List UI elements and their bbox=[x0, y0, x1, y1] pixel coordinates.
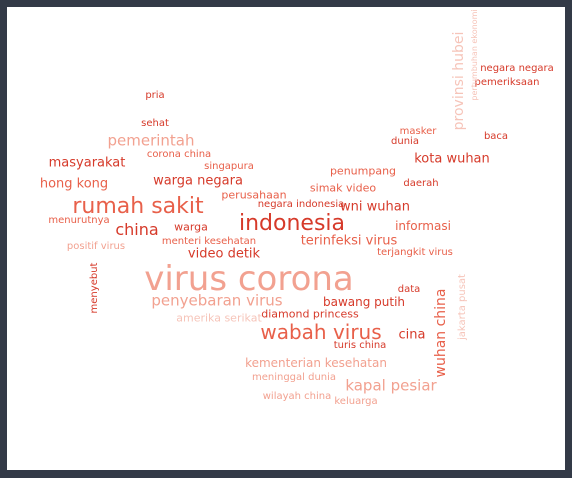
word-terinfeksi-virus: terinfeksi virus bbox=[300, 233, 398, 249]
word-negara-indonesia: negara indonesia bbox=[257, 199, 345, 210]
word-pertumbuhan-ekonomi: pertumbuhan ekonomi bbox=[470, 9, 479, 101]
word-virus-corona: virus corona bbox=[144, 259, 354, 299]
word-daerah: daerah bbox=[403, 178, 439, 189]
word-terjangkit-virus: terjangkit virus bbox=[377, 247, 453, 258]
word-kapal-pesiar: kapal pesiar bbox=[345, 376, 437, 395]
word-data: data bbox=[397, 284, 421, 295]
word-penumpang: penumpang bbox=[329, 164, 397, 178]
word-menurutnya: menurutnya bbox=[48, 215, 110, 226]
word-turis-china: turis china bbox=[333, 340, 387, 351]
word-jakarta-pusat: jakarta pusat bbox=[457, 274, 468, 340]
word-pria: pria bbox=[145, 90, 165, 101]
word-singapura: singapura bbox=[204, 161, 254, 172]
word-cloud-panel: virus corona indonesia rumah sakit wabah vi… bbox=[7, 7, 565, 470]
word-masyarakat: masyarakat bbox=[48, 155, 126, 171]
word-positif-virus: positif virus bbox=[66, 241, 126, 252]
word-china: china bbox=[115, 220, 159, 239]
word-provinsi-hubei: provinsi hubei bbox=[451, 31, 467, 131]
word-amerika-serikat: amerika serikat bbox=[176, 311, 262, 325]
word-cloud: virus corona indonesia rumah sakit wabah vi… bbox=[7, 7, 565, 470]
word-masker: masker bbox=[399, 126, 437, 137]
word-wabah-virus: wabah virus bbox=[260, 320, 382, 344]
word-simak-video: simak video bbox=[309, 181, 377, 195]
word-warga: warga bbox=[174, 220, 208, 234]
word-warga-negara: warga negara bbox=[153, 173, 243, 189]
word-menyebut: menyebut bbox=[89, 262, 100, 314]
word-menteri-kesehatan: menteri kesehatan bbox=[161, 236, 257, 247]
word-penyebaran-virus: penyebaran virus bbox=[151, 291, 283, 310]
word-diamond-princess: diamond princess bbox=[261, 307, 359, 321]
word-dunia: dunia bbox=[391, 136, 419, 147]
word-hong-kong: hong kong bbox=[39, 176, 109, 192]
word-negara-negara: negara negara bbox=[480, 63, 554, 74]
word-informasi: informasi bbox=[395, 219, 451, 233]
word-video-detik: video detik bbox=[187, 246, 261, 262]
word-indonesia: indonesia bbox=[238, 211, 346, 236]
word-sehat: sehat bbox=[141, 118, 169, 129]
word-perusahaan: perusahaan bbox=[221, 188, 287, 202]
word-bawang-putih: bawang putih bbox=[322, 295, 406, 309]
word-wuhan-china: wuhan china bbox=[433, 288, 449, 378]
word-wni-wuhan: wni wuhan bbox=[340, 199, 410, 215]
word-rumah-sakit: rumah sakit bbox=[72, 194, 204, 219]
word-meninggal-dunia: meninggal dunia bbox=[251, 372, 337, 383]
word-pemeriksaan: pemeriksaan bbox=[474, 77, 540, 88]
word-keluarga: keluarga bbox=[334, 396, 378, 407]
word-cina: cina bbox=[398, 327, 426, 343]
word-pemerintah: pemerintah bbox=[107, 131, 195, 150]
word-baca: baca bbox=[483, 131, 509, 142]
word-wilayah-china: wilayah china bbox=[262, 391, 332, 402]
word-corona-china: corona china bbox=[146, 149, 212, 160]
word-kementerian-kesehatan: kementerian kesehatan bbox=[245, 356, 387, 370]
word-kota-wuhan: kota wuhan bbox=[414, 151, 490, 167]
